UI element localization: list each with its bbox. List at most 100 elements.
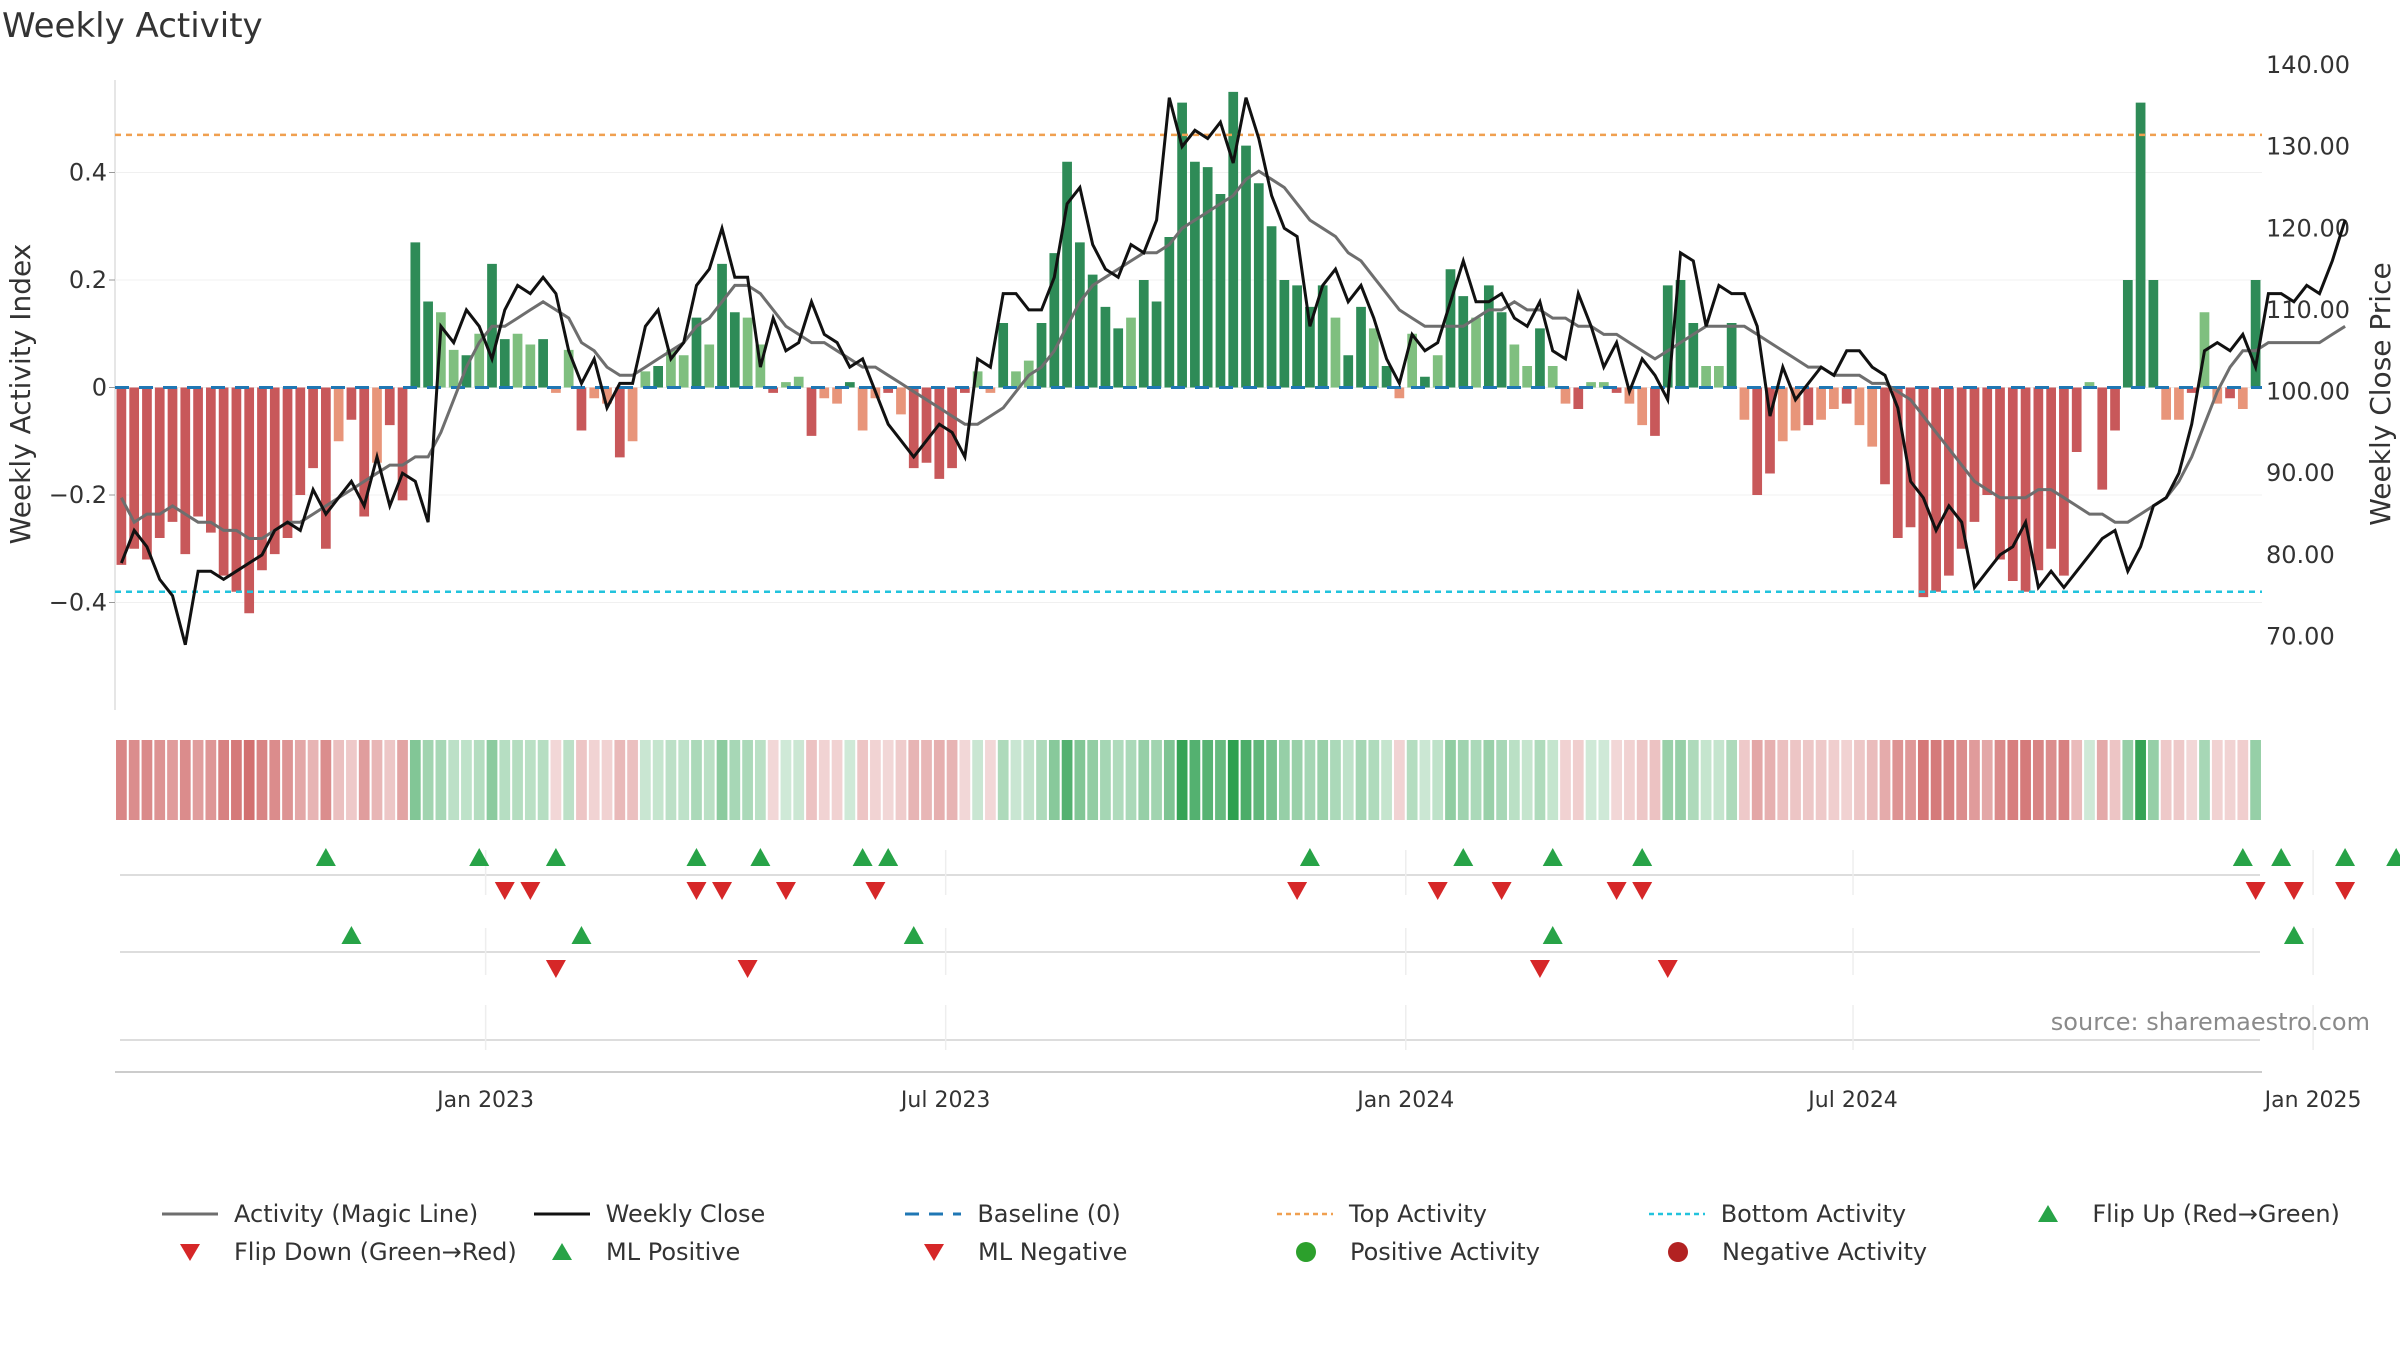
flip-down-marker <box>2283 882 2304 900</box>
heat-strip-cell <box>1521 740 1533 820</box>
heat-strip-cell <box>1291 740 1303 820</box>
source-label: source: sharemaestro.com <box>2050 1008 2370 1036</box>
activity-bar <box>1522 366 1533 388</box>
heat-strip-cell <box>997 740 1009 820</box>
heat-strip-cell <box>1636 740 1648 820</box>
green-triangle-up-icon <box>552 1243 572 1260</box>
y-tick-label: −0.4 <box>49 589 107 617</box>
heat-strip-cell <box>652 740 664 820</box>
activity-bar <box>1241 145 1251 388</box>
heat-strip-cell <box>524 740 536 820</box>
activity-bar <box>2110 387 2120 431</box>
activity-bar <box>167 387 178 522</box>
heat-strip-cell <box>946 740 958 820</box>
flip-up-marker <box>1453 848 1474 866</box>
activity-bar <box>1765 387 1775 474</box>
activity-bar <box>1305 306 1315 388</box>
activity-bar <box>806 387 817 436</box>
activity-bar <box>1650 387 1660 436</box>
activity-bar <box>1867 387 1878 447</box>
heat-strip-cell <box>2186 740 2198 820</box>
activity-bar <box>1190 161 1200 388</box>
activity-bar <box>308 387 318 469</box>
y2-tick-label: 110.00 <box>2266 296 2350 324</box>
flip-up-marker <box>686 848 707 866</box>
activity-bar <box>742 317 753 388</box>
activity-bar <box>1420 376 1430 388</box>
dotted-cyan-line-icon <box>1648 1212 1705 1216</box>
heat-strip-cell <box>294 740 306 820</box>
heat-strip-cell <box>1598 740 1610 820</box>
heat-strip-cell <box>1278 740 1290 820</box>
flip-up-marker <box>315 848 336 866</box>
activity-bar <box>218 387 229 576</box>
legend: Activity (Magic Line) Weekly Close Baselin… <box>160 1195 2390 1271</box>
heat-strip-cell <box>1100 740 1111 820</box>
activity-bar <box>2225 387 2235 399</box>
heat-strip-cell <box>1509 740 1520 820</box>
heat-strip-cell <box>1585 740 1597 820</box>
heat-strip-cell <box>1355 740 1367 820</box>
heat-strip-cell <box>1087 740 1099 820</box>
activity-bar <box>2174 387 2184 420</box>
activity-bar <box>627 387 638 442</box>
activity-bar <box>269 387 280 555</box>
heat-strip-cell <box>243 740 255 820</box>
heat-strip-cell <box>1393 740 1405 820</box>
red-triangle-down-icon <box>924 1244 944 1261</box>
heat-strip-cell <box>1777 740 1789 820</box>
legend-item: Positive Activity <box>1276 1238 1648 1266</box>
activity-bar <box>2046 387 2056 549</box>
heat-strip-cell <box>1227 740 1239 820</box>
heat-strip-cell <box>1061 740 1073 820</box>
activity-bar <box>231 387 242 592</box>
activity-bar <box>525 344 536 388</box>
heat-strip-cell <box>1905 740 1916 820</box>
heat-strip-cell <box>1611 740 1622 820</box>
heat-strip-cell <box>1828 740 1840 820</box>
heat-strip-cell <box>2148 740 2159 820</box>
heat-strip-cell <box>639 740 651 820</box>
heat-strip-cell <box>1048 740 1060 820</box>
heat-strip-cell <box>691 740 702 820</box>
activity-bar <box>998 323 1009 388</box>
heat-strip-cell <box>320 740 332 820</box>
heat-strip-cell <box>716 740 728 820</box>
activity-bar <box>1317 285 1328 388</box>
heat-strip-cell <box>1892 740 1904 820</box>
legend-label: Weekly Close <box>605 1200 766 1228</box>
dashed-blue-line-icon <box>905 1212 962 1216</box>
heat-strip-cell <box>882 740 894 820</box>
y2-tick-label: 130.00 <box>2266 133 2350 161</box>
heat-strip-cell <box>2211 740 2223 820</box>
heat-strip-cell <box>167 740 178 820</box>
heat-strip-cell <box>1176 740 1188 820</box>
heat-strip-cell <box>1151 740 1162 820</box>
heat-strip-cell <box>461 740 472 820</box>
activity-bar <box>1995 387 2005 560</box>
ml-positive-marker <box>903 926 924 944</box>
legend-label: Negative Activity <box>1722 1238 1928 1266</box>
activity-bar <box>1803 387 1814 426</box>
heat-strip-cell <box>154 740 166 820</box>
activity-bar <box>1138 280 1149 388</box>
activity-bar <box>1087 274 1098 388</box>
heat-strip-cell <box>742 740 753 820</box>
flip-up-marker <box>545 848 566 866</box>
activity-bar <box>729 312 740 388</box>
flip-down-marker <box>1491 882 1512 900</box>
red-triangle-down-icon <box>180 1244 200 1261</box>
activity-bar <box>985 387 996 393</box>
heat-strip-cell <box>1023 740 1035 820</box>
heat-strip-cell <box>2237 740 2249 820</box>
activity-bar <box>1777 387 1788 442</box>
activity-bar <box>1918 387 1929 598</box>
heat-strip-cell <box>1253 740 1265 820</box>
heat-strip-cell <box>307 740 319 820</box>
activity-bar <box>1701 366 1711 388</box>
activity-bar <box>397 387 408 501</box>
heat-strip-cell <box>1675 740 1686 820</box>
heat-strip-cell <box>550 740 562 820</box>
heat-strip-cell <box>1815 740 1827 820</box>
activity-bar <box>2122 280 2133 388</box>
